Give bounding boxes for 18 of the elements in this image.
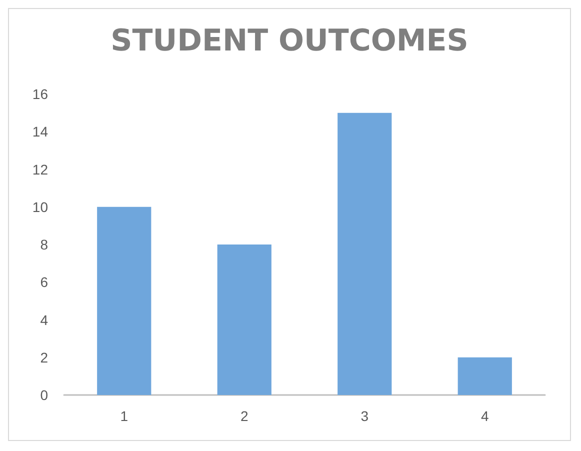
y-tick-label: 14 [32, 124, 48, 140]
y-tick-label: 2 [40, 349, 48, 366]
x-tick-label: 1 [120, 408, 128, 424]
y-tick-label: 12 [32, 161, 48, 178]
chart-title: STUDENT OUTCOMES [110, 24, 468, 58]
y-tick-label: 0 [40, 387, 48, 403]
x-tick-label: 3 [360, 408, 369, 424]
bar [338, 112, 392, 395]
x-tick-label: 2 [240, 408, 248, 424]
bar [217, 244, 272, 395]
y-tick-label: 4 [40, 312, 48, 328]
y-tick-label: 8 [40, 236, 48, 252]
bar [97, 206, 152, 395]
y-tick-label: 10 [32, 198, 48, 215]
bar [458, 357, 512, 395]
y-tick-label: 6 [40, 274, 48, 290]
x-tick-label: 4 [480, 408, 489, 424]
y-tick-label: 16 [32, 86, 48, 102]
